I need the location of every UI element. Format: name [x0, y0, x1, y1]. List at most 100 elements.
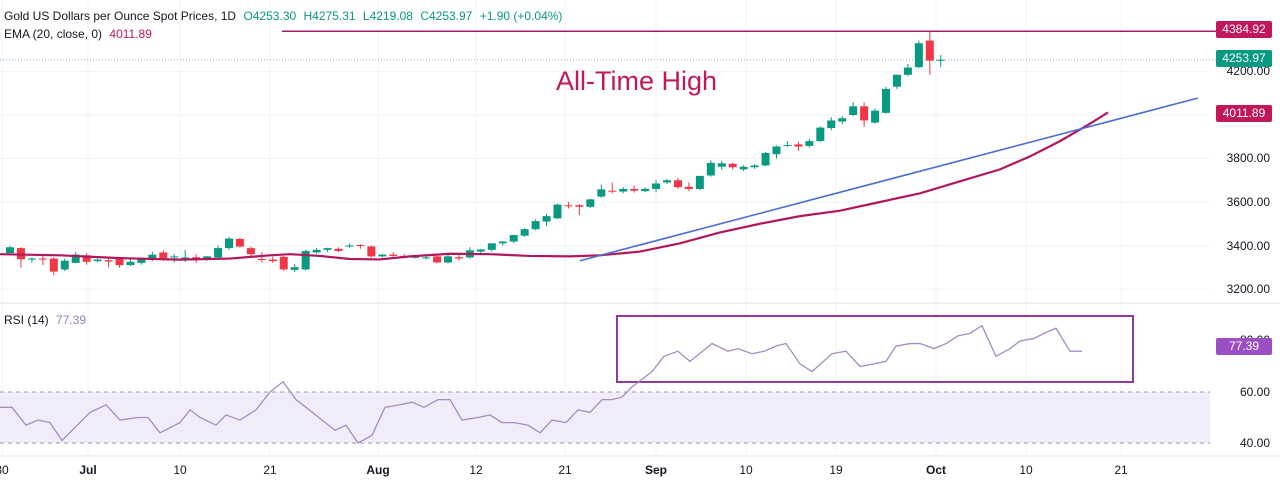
- candle-body: [739, 166, 748, 170]
- candle-body: [6, 247, 14, 254]
- candle-body: [192, 257, 201, 259]
- candle-body: [586, 199, 595, 207]
- rsi-band: [0, 392, 1210, 443]
- symbol-title: Gold US Dollars per Ounce Spot Prices, 1…: [4, 9, 237, 23]
- ema-label: EMA (20, close, 0): [4, 27, 103, 41]
- candle-body: [673, 180, 682, 188]
- candle-body: [619, 188, 628, 192]
- candle-body: [608, 190, 617, 192]
- candle-body: [487, 243, 496, 250]
- ema-price-tag: 4011.89: [1216, 105, 1272, 122]
- candle-body: [827, 120, 836, 129]
- candle-body: [520, 229, 529, 236]
- candle-body: [838, 118, 847, 122]
- x-tick-label: 21: [558, 463, 572, 477]
- candle-body: [323, 248, 332, 250]
- candle-body: [137, 259, 146, 263]
- rsi-line: [0, 324, 1082, 444]
- candle-body: [706, 162, 715, 176]
- rsi-label: RSI (14): [4, 313, 49, 327]
- all-time-high-annotation: All-Time High: [556, 66, 718, 96]
- candle-body: [630, 188, 639, 191]
- candle-body: [71, 254, 80, 263]
- rsi-tick-60: 60.00: [1239, 385, 1270, 399]
- candle-body: [422, 257, 431, 259]
- candle-body: [750, 165, 759, 168]
- candle-body: [334, 248, 343, 251]
- ath-price-tag: 4384.92: [1216, 21, 1272, 38]
- candle-body: [663, 180, 671, 183]
- candle-body: [104, 260, 113, 262]
- candle-body: [728, 163, 737, 168]
- candle-body: [82, 255, 91, 262]
- rsi-highlight-box: [616, 315, 1134, 383]
- candle-body: [903, 67, 912, 75]
- y-tick-4200: 4200.00: [1226, 64, 1270, 78]
- y-tick-3600: 3600.00: [1226, 195, 1270, 209]
- close-value: C4253.97: [420, 9, 473, 23]
- rsi-price-tag: 77.39: [1216, 338, 1272, 355]
- candle-body: [38, 258, 47, 260]
- rsi-tick-40: 40.00: [1239, 436, 1270, 450]
- candle-body: [27, 258, 36, 260]
- rsi-value: 77.39: [56, 313, 87, 327]
- high-value: H4275.31: [303, 9, 356, 23]
- candle-body: [389, 254, 398, 256]
- candle-body: [345, 245, 354, 247]
- main-legend: Gold US Dollars per Ounce Spot Prices, 1…: [4, 9, 562, 23]
- ema-line: [0, 111, 1109, 261]
- candle-body: [882, 88, 890, 113]
- candle-body: [564, 205, 573, 207]
- candle-body: [498, 241, 507, 244]
- trend-line: [579, 97, 1199, 262]
- candle-body: [914, 43, 923, 68]
- candle-body: [509, 235, 518, 242]
- candle-body: [772, 146, 781, 155]
- candle-body: [575, 205, 584, 207]
- x-tick-label: 10: [173, 463, 187, 477]
- candle-body: [170, 256, 179, 258]
- candle-body: [225, 238, 233, 249]
- candle-body: [290, 267, 299, 270]
- ema-value: 4011.89: [109, 27, 152, 41]
- candle-body: [433, 256, 442, 263]
- candle-body: [246, 248, 255, 255]
- candle-body: [641, 188, 650, 192]
- open-value: O4253.30: [243, 9, 297, 23]
- candle-body: [476, 249, 485, 252]
- candle-body: [542, 216, 551, 222]
- rsi-legend: RSI (14) 77.39: [4, 313, 86, 327]
- x-tick-label: 12: [469, 463, 483, 477]
- candle-body: [871, 110, 880, 123]
- candle-body: [356, 245, 365, 247]
- y-tick-3800: 3800.00: [1226, 151, 1270, 165]
- candle-body: [378, 254, 387, 257]
- candle-body: [301, 250, 310, 270]
- candle-body: [783, 145, 792, 147]
- candle-body: [312, 249, 321, 253]
- candle-body: [892, 74, 901, 87]
- candle-body: [717, 163, 726, 167]
- x-tick-label: 19: [829, 463, 843, 477]
- x-tick-label: Sep: [644, 463, 668, 477]
- x-tick-label: Aug: [366, 463, 390, 477]
- candle-body: [214, 248, 223, 258]
- candle-body: [684, 186, 693, 189]
- x-tick-label: Oct: [925, 463, 947, 477]
- candle-body: [411, 256, 420, 258]
- candle-body: [159, 252, 168, 259]
- candle-body: [553, 204, 562, 219]
- candle-body: [235, 238, 244, 247]
- candle-body: [652, 183, 661, 189]
- x-tick-label: 10: [1019, 463, 1033, 477]
- x-tick-label: 21: [263, 463, 277, 477]
- last-price-tag: 4253.97: [1216, 50, 1272, 67]
- low-value: L4219.08: [362, 9, 413, 23]
- x-tick-label: Jul: [79, 463, 97, 477]
- candle-body: [115, 258, 124, 266]
- candle-body: [257, 258, 266, 260]
- candle-body: [761, 153, 770, 166]
- x-tick-label: 21: [1114, 463, 1128, 477]
- candle-body: [203, 256, 212, 259]
